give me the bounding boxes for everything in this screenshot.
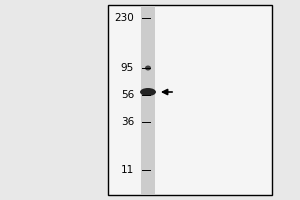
Text: 36: 36 — [121, 117, 134, 127]
Ellipse shape — [145, 66, 151, 71]
Bar — [141, 6, 155, 194]
Text: 56: 56 — [121, 90, 134, 100]
Text: 230: 230 — [114, 13, 134, 23]
Text: 11: 11 — [121, 165, 134, 175]
Text: 95: 95 — [121, 63, 134, 73]
Bar — [108, 5, 272, 195]
Ellipse shape — [140, 88, 156, 96]
